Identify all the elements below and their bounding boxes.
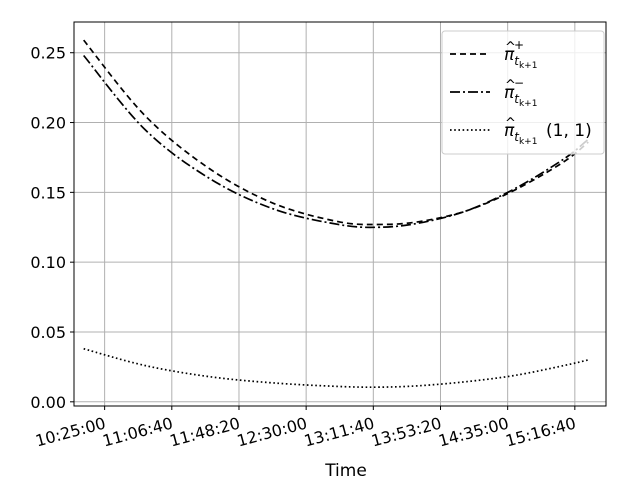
series-layer	[83, 39, 589, 389]
y-tick-label: 0.20	[30, 114, 66, 133]
legend-superscript: +	[514, 38, 524, 52]
legend-hat: ^	[505, 116, 516, 131]
series-line-3	[83, 347, 589, 389]
legend-hat: ^	[505, 78, 516, 93]
legend-symbol: π	[504, 83, 515, 103]
legend-subscript: t	[514, 54, 520, 68]
legend: πtk+1+^πtk+1−^πtk+1(1, 1)^	[441, 30, 605, 155]
legend-hat: ^	[505, 40, 516, 55]
y-tick-label: 0.10	[30, 253, 66, 272]
legend-symbol: π	[504, 121, 515, 141]
legend-superscript: −	[514, 76, 524, 90]
legend-sub-subscript: k+1	[519, 137, 537, 147]
legend-subscript: t	[514, 130, 520, 144]
legend-sub-subscript: k+1	[519, 61, 537, 71]
legend-box	[441, 30, 605, 155]
legend-item: πtk+1 +^	[450, 38, 537, 71]
legend-item: πtk+1 −^	[450, 76, 537, 109]
x-tick-label: 10:25:00	[33, 414, 107, 451]
y-tick-label: 0.00	[30, 393, 66, 412]
series-line-1	[83, 39, 589, 226]
legend-subscript: t	[514, 92, 520, 106]
legend-argument: (1, 1)	[546, 121, 592, 141]
x-tick-label: 15:16:40	[504, 414, 578, 451]
y-tick-label: 0.05	[30, 323, 66, 342]
x-tick-label: 12:30:00	[235, 414, 309, 451]
x-tick-label: 11:48:20	[168, 414, 242, 451]
x-tick-label: 13:53:20	[369, 414, 443, 451]
legend-label: πtk+1 +	[504, 38, 537, 71]
legend-symbol: π	[504, 45, 515, 65]
legend-item: πtk+1 (1, 1) ^	[450, 116, 592, 147]
y-tick-label: 0.15	[30, 183, 66, 202]
series-line-2	[83, 54, 589, 229]
grid	[74, 22, 606, 406]
plot-frame	[73, 21, 607, 407]
x-tick-label: 14:35:00	[436, 414, 510, 451]
legend-label: πtk+1 −	[504, 76, 537, 109]
x-tick-label: 13:11:40	[302, 414, 376, 451]
legend-label: πtk+1 (1, 1)	[504, 121, 592, 147]
y-tick-label: 0.25	[30, 44, 66, 63]
x-tick-label: 11:06:40	[101, 414, 175, 451]
x-axis-label: Time	[324, 461, 367, 480]
legend-sub-subscript: k+1	[519, 99, 537, 109]
